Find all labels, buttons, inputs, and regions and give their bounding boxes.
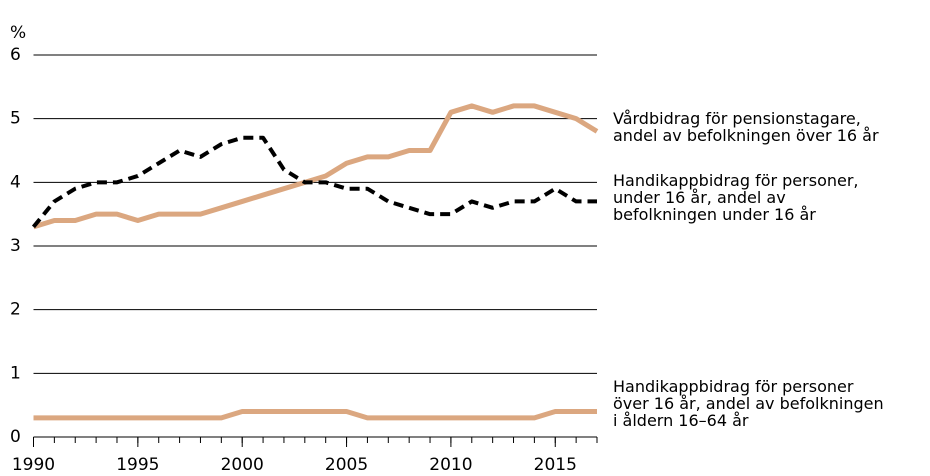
y-tick-label: 6 (10, 45, 21, 65)
series-label: Handikappbidrag för personer över 16 år,… (613, 377, 884, 430)
series-label: Handikappbidrag för personer, under 16 å… (613, 171, 859, 224)
series-label: Vårdbidrag för pensionstagare, andel av … (613, 109, 879, 145)
x-tick-label: 2005 (325, 455, 368, 475)
x-tick-label: 2015 (534, 455, 577, 475)
y-axis-label: % (10, 23, 26, 43)
series-line (32, 103, 599, 230)
y-tick-label: 1 (10, 363, 21, 383)
y-tick-label: 3 (10, 236, 21, 256)
x-tick-label: 1995 (116, 455, 159, 475)
y-tick-label: 4 (10, 172, 21, 192)
series-line (31, 135, 597, 229)
x-tick-label: 2000 (221, 455, 264, 475)
series-line (33, 409, 597, 421)
y-tick-label: 2 (10, 300, 21, 320)
y-tick-label: 5 (10, 109, 21, 129)
y-tick-label: 0 (10, 427, 21, 447)
x-tick-label: 2010 (429, 455, 472, 475)
x-tick-label: 1990 (12, 455, 55, 475)
